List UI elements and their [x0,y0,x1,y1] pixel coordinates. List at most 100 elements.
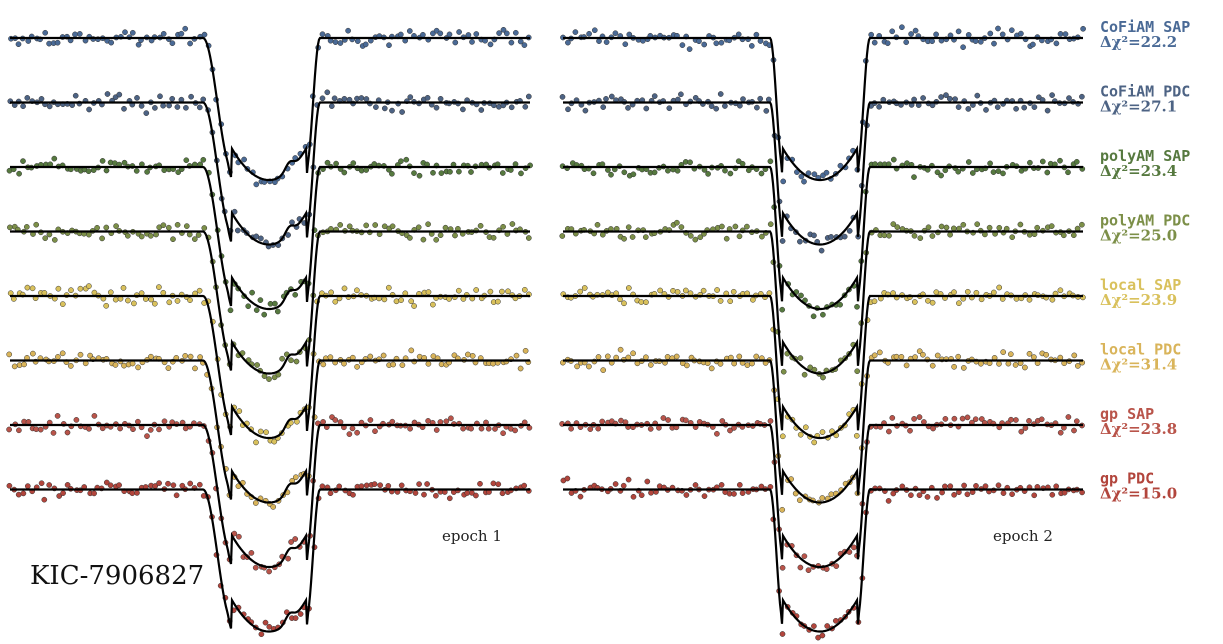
data-point [272,300,278,307]
data-point [647,426,654,432]
data-point [253,307,260,313]
data-point [42,29,49,36]
data-point [951,415,958,422]
data-point [933,31,939,38]
data-point [722,103,728,109]
data-point [819,495,826,501]
data-point [990,289,997,296]
data-point [362,41,369,48]
data-point [911,416,917,422]
data-point [564,475,571,482]
data-point [1049,491,1056,498]
data-point [153,231,159,238]
data-point [327,354,334,361]
data-point [1018,428,1025,435]
data-point [288,357,294,364]
data-point [332,39,339,45]
data-point [1038,416,1045,423]
data-point [328,289,334,296]
data-point [86,106,92,113]
data-point [722,167,728,174]
data-point [942,167,949,174]
data-point [104,91,111,97]
data-point [929,38,935,45]
data-point [917,235,924,241]
data-point [797,238,803,245]
data-point [951,363,957,370]
data-point [1031,354,1037,360]
data-point [257,297,264,303]
data-point [621,300,627,307]
data-point [73,417,80,423]
data-point [642,234,649,240]
data-point [964,491,971,498]
data-point [708,103,715,109]
data-point [469,353,476,359]
data-point [617,296,623,303]
data-point [183,104,189,111]
data-point [920,351,926,358]
data-point [67,363,74,369]
data-point [200,156,207,163]
data-point [603,96,609,102]
data-point [682,287,689,294]
data-point [899,483,906,490]
epoch-2-label: epoch 2 [993,527,1053,545]
data-point [651,169,658,176]
legend-delta-chi2: Δχ²=31.4 [1100,356,1177,374]
data-point [408,298,415,305]
data-point [625,476,632,483]
data-point [29,285,36,292]
data-point [487,288,494,295]
data-point [801,371,808,378]
data-point [796,497,803,504]
data-point [341,285,348,292]
data-point [647,362,654,368]
data-point [744,223,750,230]
data-point [121,159,128,166]
data-point [134,490,140,496]
data-point [130,426,136,433]
data-point [912,354,918,360]
data-point [196,481,203,488]
data-point [960,44,966,51]
data-point [196,104,203,111]
data-point [170,236,176,243]
data-point [736,353,743,360]
data-point [837,301,843,308]
data-point [692,236,699,243]
data-point [107,482,114,489]
data-point [599,418,606,425]
data-point [572,29,579,35]
data-point [363,167,370,173]
data-point [77,285,84,292]
data-point [473,31,480,37]
data-point [337,40,344,46]
data-point [1026,231,1033,238]
data-point [64,429,71,436]
data-point [708,365,715,372]
data-point [779,306,786,313]
data-point [701,41,708,48]
data-point [324,159,331,166]
data-point [503,30,510,37]
data-point [972,38,979,44]
data-point [166,299,173,306]
legend-delta-chi2: Δχ²=23.9 [1100,291,1177,309]
data-point [25,38,32,44]
data-point [674,219,680,226]
data-point [297,611,304,617]
data-point [929,299,936,306]
data-point [147,232,154,239]
data-point [350,160,357,166]
data-point [833,563,840,569]
data-point [23,224,30,230]
data-point [252,500,259,506]
data-point [908,492,914,499]
data-point [1017,221,1024,228]
data-point [604,353,611,360]
data-point [433,104,440,111]
data-point [156,284,162,290]
data-point [629,234,636,240]
data-point [507,167,514,173]
